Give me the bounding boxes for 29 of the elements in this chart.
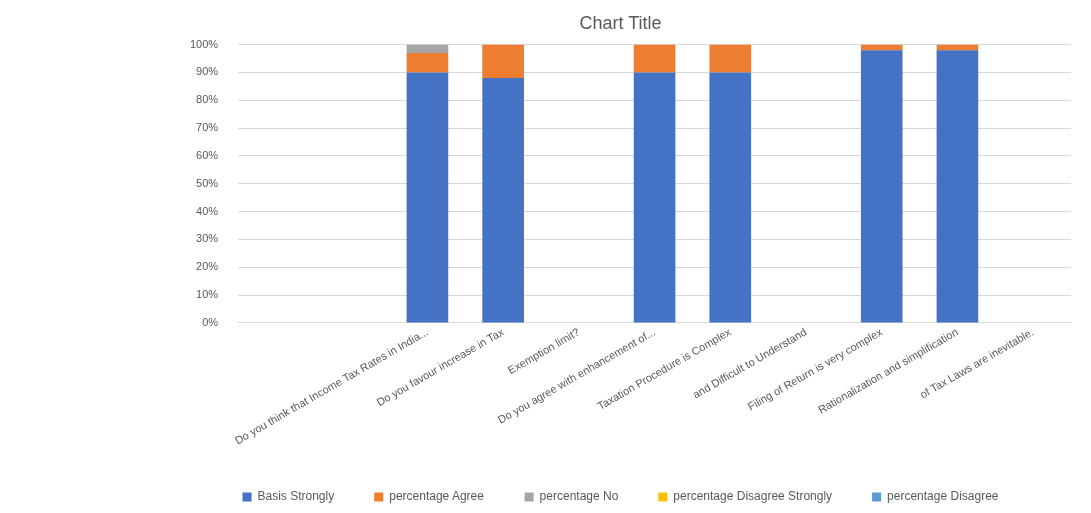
bar xyxy=(860,44,903,51)
y-tick-label: 60% xyxy=(196,148,219,161)
bar xyxy=(860,50,903,323)
y-tick-label: 80% xyxy=(196,93,219,106)
bar xyxy=(406,44,449,53)
y-tick-label: 90% xyxy=(196,65,219,78)
legend-label: percentage No xyxy=(539,489,619,504)
bar xyxy=(633,44,676,73)
bar xyxy=(709,44,752,73)
y-tick-label: 70% xyxy=(196,121,219,134)
bar xyxy=(633,72,676,323)
legend-label: percentage Disagree Strongly xyxy=(673,489,833,504)
y-tick-label: 50% xyxy=(196,176,219,189)
bar xyxy=(406,72,449,323)
y-tick-label: 20% xyxy=(196,260,219,273)
chart-title: Chart Title xyxy=(579,12,662,33)
bar xyxy=(406,52,449,73)
y-tick-label: 40% xyxy=(196,204,219,217)
y-tick-label: 100% xyxy=(189,37,219,50)
bar xyxy=(936,50,979,323)
bar xyxy=(482,78,524,323)
bar xyxy=(709,72,752,323)
bar xyxy=(482,44,524,78)
legend-label: percentage Agree xyxy=(389,489,485,504)
y-tick-label: 30% xyxy=(196,232,219,245)
y-tick-label: 10% xyxy=(196,288,219,301)
legend-label: Basis Strongly xyxy=(257,489,335,504)
y-tick-label: 0% xyxy=(202,315,219,328)
legend-label: percentage Disagree xyxy=(887,489,999,504)
